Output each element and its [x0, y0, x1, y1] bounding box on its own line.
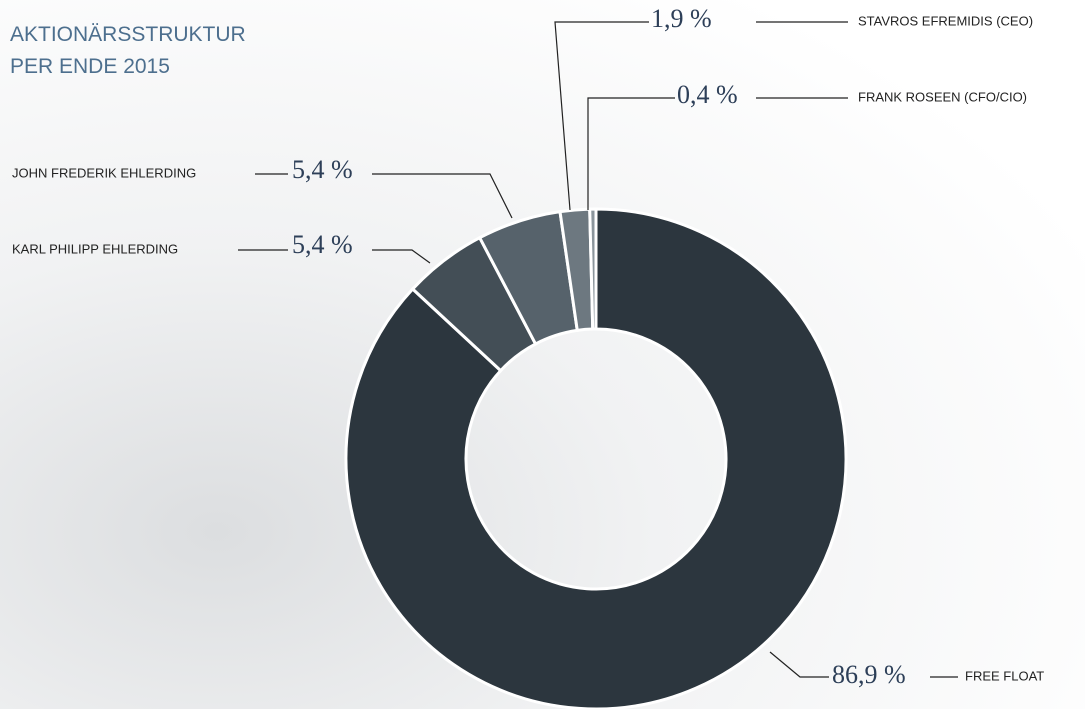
data-label: 0,4 % — [677, 80, 738, 109]
chart-title: AKTIONÄRSSTRUKTUR — [10, 23, 246, 46]
leader-line — [372, 173, 513, 219]
data-label: 1,9 % — [651, 4, 712, 33]
data-label: 86,9 % — [832, 660, 906, 689]
slice-label: FREE FLOAT — [965, 668, 1044, 683]
pie-slice — [588, 207, 598, 331]
data-label: 5,4 % — [292, 230, 353, 259]
slice-label: KARL PHILIPP EHLERDING — [12, 241, 178, 256]
slice-label: FRANK ROSEEN (CFO/CIO) — [858, 89, 1027, 104]
leader-line — [587, 97, 675, 210]
leader-line — [554, 21, 649, 211]
data-label: 5,4 % — [292, 155, 353, 184]
leader-line — [372, 249, 431, 264]
leader-line — [769, 651, 829, 678]
slice-label: JOHN FREDERIK EHLERDING — [12, 165, 196, 180]
slice-label: STAVROS EFREMIDIS (CEO) — [858, 13, 1033, 28]
chart-title: PER ENDE 2015 — [10, 55, 170, 78]
pie-slice — [344, 207, 848, 709]
